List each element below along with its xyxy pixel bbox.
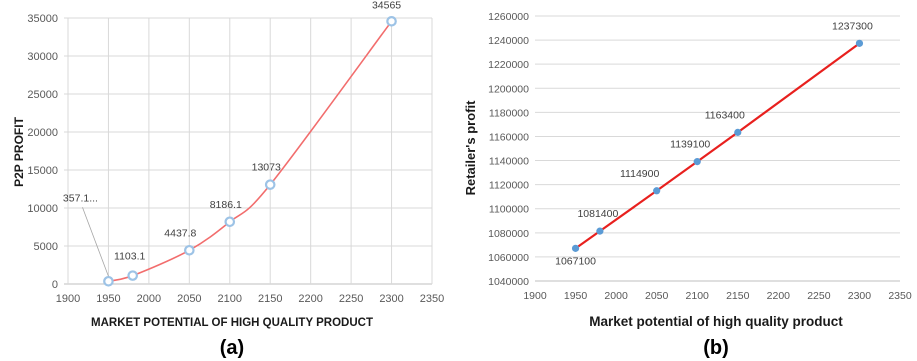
y-tick-label: 1260000 <box>488 11 529 23</box>
x-tick-label: 2000 <box>137 293 161 305</box>
series-line <box>574 42 861 250</box>
x-tick-label: 1900 <box>56 293 80 305</box>
y-tick-label: 1180000 <box>489 107 529 119</box>
series-line <box>108 20 393 283</box>
y-axis-title: P2P PROFIT <box>12 116 26 186</box>
y-tick-label: 1080000 <box>488 228 529 240</box>
y-tick-label: 20000 <box>27 127 58 139</box>
data-label: 357.1... <box>63 192 98 204</box>
y-tick-label: 1040000 <box>488 276 529 288</box>
data-point <box>734 128 742 136</box>
x-tick-label: 2100 <box>218 293 242 305</box>
data-point <box>596 227 604 235</box>
data-point <box>855 39 864 47</box>
y-tick-label: 1200000 <box>488 83 529 95</box>
x-tick-label: 2200 <box>767 290 791 302</box>
x-tick-label: 1900 <box>523 290 547 302</box>
y-tick-label: 0 <box>52 279 58 291</box>
y-tick-label: 35000 <box>27 13 58 25</box>
data-label: 1103.1 <box>114 251 145 263</box>
data-point <box>103 275 114 287</box>
x-tick-label: 2300 <box>379 293 403 305</box>
chart-panel-a: 0 5000 10000 15000 20000 25000 30000 35000 1900 1… <box>12 0 444 359</box>
x-tick-label: 2250 <box>339 293 363 305</box>
data-point <box>224 216 236 228</box>
x-tick-label: 2050 <box>177 293 201 305</box>
y-tick-label: 25000 <box>27 89 58 101</box>
panel-caption: (b) <box>703 337 729 359</box>
data-label: 1081400 <box>577 208 618 220</box>
data-label: 34565 <box>372 0 401 11</box>
data-label: 1237300 <box>832 20 873 32</box>
x-tick-label: 2350 <box>888 290 912 302</box>
data-point <box>184 244 195 256</box>
chart-panel-b: 1040000 1060000 1080000 1100000 1120000 11400… <box>463 11 912 359</box>
y-axis-title: Retailer's profit <box>463 100 478 196</box>
data-label: 1114900 <box>620 168 659 180</box>
x-tick-label: 2300 <box>848 290 872 302</box>
y-tick-label: 5000 <box>34 241 58 253</box>
data-label: 1139100 <box>670 139 710 151</box>
data-point <box>693 158 701 166</box>
y-tick-label: 1220000 <box>488 59 529 71</box>
x-tick-label: 1950 <box>564 290 588 302</box>
panel-caption: (a) <box>220 337 244 359</box>
data-point <box>653 187 661 195</box>
y-tick-label: 1140000 <box>489 156 529 168</box>
x-tick-label: 2050 <box>645 290 669 302</box>
x-tick-label: 2200 <box>298 293 322 305</box>
y-tick-label: 1060000 <box>488 252 529 264</box>
data-label-leader <box>82 207 109 277</box>
y-tick-label: 1160000 <box>489 131 529 143</box>
x-tick-label: 1950 <box>96 293 120 305</box>
x-axis-title: MARKET POTENTIAL OF HIGH QUALITY PRODUCT <box>91 317 373 329</box>
data-label: 8186.1 <box>210 199 242 211</box>
y-tick-label: 1120000 <box>489 180 529 192</box>
x-axis-title: Market potential of high quality product <box>589 314 843 329</box>
data-label: 13073 <box>252 162 281 174</box>
data-label: 1163400 <box>705 109 745 121</box>
x-tick-label: 2250 <box>807 290 831 302</box>
y-tick-label: 1240000 <box>488 35 529 47</box>
data-point <box>127 270 139 281</box>
data-point <box>571 244 580 252</box>
y-tick-label: 10000 <box>27 203 58 215</box>
data-point <box>386 16 397 27</box>
y-tick-label: 1100000 <box>489 204 529 216</box>
x-tick-label: 2350 <box>420 293 444 305</box>
data-label: 1067100 <box>555 255 596 267</box>
y-tick-label: 30000 <box>27 51 58 63</box>
x-tick-label: 2150 <box>726 290 750 302</box>
y-tick-label: 15000 <box>27 165 58 177</box>
data-label: 4437.8 <box>164 227 196 239</box>
x-tick-label: 2150 <box>258 293 282 305</box>
x-tick-label: 2000 <box>604 290 628 302</box>
data-point <box>264 179 276 190</box>
x-tick-label: 2100 <box>686 290 710 302</box>
